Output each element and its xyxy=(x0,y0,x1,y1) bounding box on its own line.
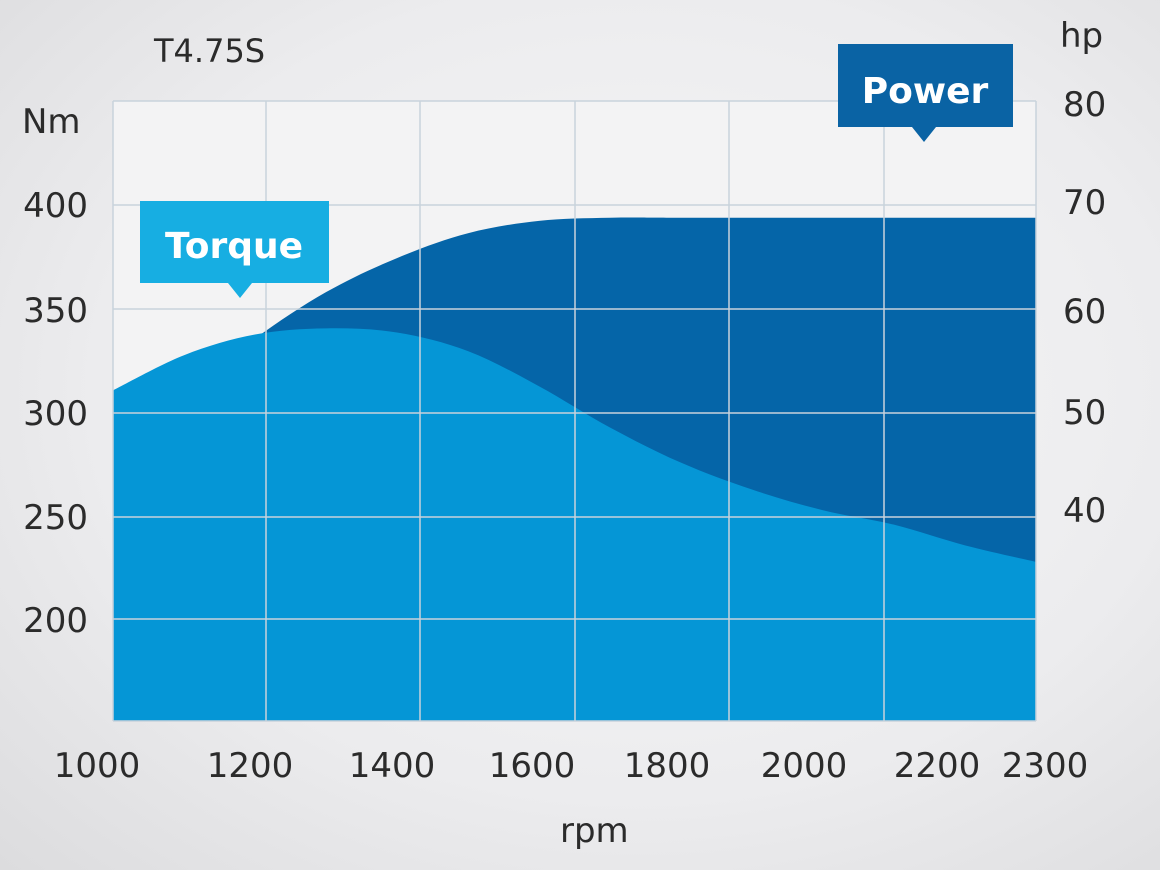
torque-callout-label: Torque xyxy=(165,226,303,267)
x-tick-label: 1400 xyxy=(349,746,436,786)
y-right-tick-label: 60 xyxy=(1063,292,1106,332)
power-callout: Power xyxy=(838,44,1013,142)
y-right-tick-label: 80 xyxy=(1063,85,1106,125)
x-tick-label: 1600 xyxy=(489,746,576,786)
y-left-tick-label: 400 xyxy=(23,186,88,226)
torque-callout: Torque xyxy=(140,201,329,298)
x-tick-label: 1800 xyxy=(624,746,711,786)
y-left-tick-label: 250 xyxy=(23,498,88,538)
y-right-tick-label: 40 xyxy=(1063,491,1106,531)
chart-title: T4.75S xyxy=(153,32,265,70)
power-callout-box xyxy=(838,44,1013,142)
y-left-tick-label: 300 xyxy=(23,394,88,434)
x-tick-label: 2200 xyxy=(894,746,981,786)
y-right-tick-label: 70 xyxy=(1063,183,1106,223)
y-left-tick-label: 200 xyxy=(23,601,88,641)
x-tick-label: 1200 xyxy=(207,746,294,786)
tick-labels: 1000 1200 1400 1600 1800 2000 2200 2300 400 350 30… xyxy=(23,85,1106,786)
power-callout-label: Power xyxy=(862,71,989,112)
y-right-unit: hp xyxy=(1060,16,1103,56)
x-tick-label: 2300 xyxy=(1002,746,1089,786)
x-axis-label: rpm xyxy=(560,811,629,851)
x-tick-label: 2000 xyxy=(761,746,848,786)
y-right-tick-label: 50 xyxy=(1063,393,1106,433)
torque-callout-box xyxy=(140,201,329,298)
y-left-unit: Nm xyxy=(22,102,81,142)
x-tick-label: 1000 xyxy=(54,746,141,786)
y-left-tick-label: 350 xyxy=(23,291,88,331)
